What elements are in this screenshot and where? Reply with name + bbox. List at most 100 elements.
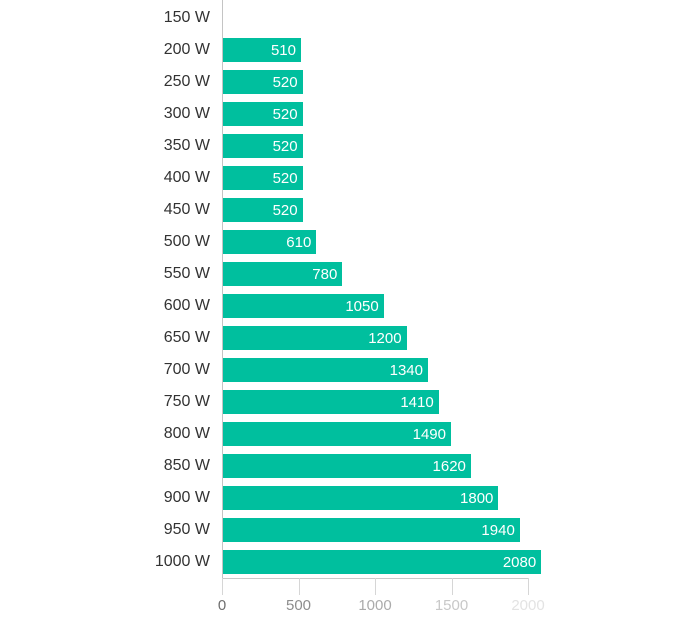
- row-plot: 610: [223, 230, 700, 254]
- bar: 1490: [223, 422, 451, 446]
- chart-row: 250 W 520: [0, 66, 700, 98]
- bar: 510: [223, 38, 301, 62]
- bar: 1340: [223, 358, 428, 382]
- category-label: 400 W: [163, 169, 210, 186]
- category-label: 700 W: [163, 361, 210, 378]
- bar: 520: [223, 198, 303, 222]
- category-label: 1000 W: [154, 553, 210, 570]
- category-label: 850 W: [163, 457, 210, 474]
- bar: 520: [223, 70, 303, 94]
- chart-row: 650 W 1200: [0, 322, 700, 354]
- chart-row: 700 W 1340: [0, 354, 700, 386]
- chart-row: 300 W 520: [0, 98, 700, 130]
- row-plot: 1050: [223, 294, 700, 318]
- row-plot: 1340: [223, 358, 700, 382]
- category-label: 500 W: [163, 233, 210, 250]
- x-axis-tick: [222, 578, 223, 595]
- chart-row: 150 W: [0, 2, 700, 34]
- row-plot: 1410: [223, 390, 700, 414]
- chart-row: 350 W 520: [0, 130, 700, 162]
- chart-rows: 150 W 200 W 510 250 W 520 300 W 520 350 W 520 400…: [0, 2, 700, 578]
- chart-row: 800 W 1490: [0, 418, 700, 450]
- y-axis-line: [222, 0, 223, 578]
- row-plot: 1200: [223, 326, 700, 350]
- row-plot: 1620: [223, 454, 700, 478]
- category-label: 950 W: [163, 521, 210, 538]
- bar: 2080: [223, 550, 542, 574]
- bar-value-label: 520: [272, 105, 298, 123]
- category-label: 600 W: [163, 297, 210, 314]
- category-label: 800 W: [163, 425, 210, 442]
- bar-value-label: 1620: [432, 457, 466, 475]
- bar-value-label: 1490: [412, 425, 446, 443]
- category-label: 300 W: [163, 105, 210, 122]
- bar-value-label: 520: [272, 169, 298, 187]
- bar-value-label: 520: [272, 73, 298, 91]
- category-label: 250 W: [163, 73, 210, 90]
- x-axis-tick: [375, 578, 376, 595]
- bar-value-label: 1410: [400, 393, 434, 411]
- chart-row: 750 W 1410: [0, 386, 700, 418]
- x-axis-tick-label: 500: [285, 597, 312, 614]
- row-plot: 1490: [223, 422, 700, 446]
- chart-row: 950 W 1940: [0, 514, 700, 546]
- category-label: 200 W: [163, 41, 210, 58]
- chart-row: 550 W 780: [0, 258, 700, 290]
- bar: 1050: [223, 294, 384, 318]
- row-plot: 1940: [223, 518, 700, 542]
- chart-row: 400 W 520: [0, 162, 700, 194]
- row-plot: 520: [223, 166, 700, 190]
- category-label: 900 W: [163, 489, 210, 506]
- row-plot: [223, 6, 700, 30]
- row-plot: 510: [223, 38, 700, 62]
- bar-value-label: 1800: [460, 489, 494, 507]
- category-label: 350 W: [163, 137, 210, 154]
- bar: 1800: [223, 486, 499, 510]
- x-axis-tick-label: 0: [217, 597, 227, 614]
- x-axis-tick: [298, 578, 300, 595]
- row-plot: 780: [223, 262, 700, 286]
- category-label: 750 W: [163, 393, 210, 410]
- chart-row: 900 W 1800: [0, 482, 700, 514]
- bar-value-label: 2080: [502, 553, 537, 571]
- row-plot: 520: [223, 70, 700, 94]
- chart-row: 600 W 1050: [0, 290, 700, 322]
- bar-value-label: 610: [286, 233, 312, 251]
- bar: 1410: [223, 390, 439, 414]
- bar: 1200: [223, 326, 407, 350]
- bar-value-label: 520: [272, 201, 298, 219]
- bar-value-label: 1340: [389, 361, 423, 379]
- category-label: 550 W: [163, 265, 210, 282]
- x-axis-tick: [451, 578, 453, 595]
- category-label: 650 W: [163, 329, 210, 346]
- bar-value-label: 1050: [345, 297, 379, 315]
- x-axis-tick-label: 2000: [511, 597, 545, 614]
- chart-row: 200 W 510: [0, 34, 700, 66]
- bar-value-label: 510: [270, 41, 296, 59]
- bar: 610: [223, 230, 317, 254]
- row-plot: 2080: [223, 550, 700, 574]
- bar-value-label: 780: [312, 265, 338, 283]
- category-label: 150 W: [163, 9, 210, 26]
- row-plot: 1800: [223, 486, 700, 510]
- row-plot: 520: [223, 134, 700, 158]
- category-label: 450 W: [163, 201, 210, 218]
- bar: 520: [223, 102, 303, 126]
- row-plot: 520: [223, 198, 700, 222]
- chart-row: 450 W 520: [0, 194, 700, 226]
- bar: 780: [223, 262, 343, 286]
- chart-row: 500 W 610: [0, 226, 700, 258]
- row-plot: 520: [223, 102, 700, 126]
- bar: 520: [223, 166, 303, 190]
- bar-value-label: 1200: [368, 329, 402, 347]
- x-axis-tick: [528, 578, 529, 595]
- bar-value-label: 1940: [481, 521, 515, 539]
- bar: 1940: [223, 518, 520, 542]
- bar: 520: [223, 134, 303, 158]
- bar: 1620: [223, 454, 471, 478]
- chart-row: 1000 W 2080: [0, 546, 700, 578]
- x-axis-tick-label: 1500: [434, 597, 469, 614]
- chart-row: 850 W 1620: [0, 450, 700, 482]
- x-axis-tick-label: 1000: [358, 597, 392, 614]
